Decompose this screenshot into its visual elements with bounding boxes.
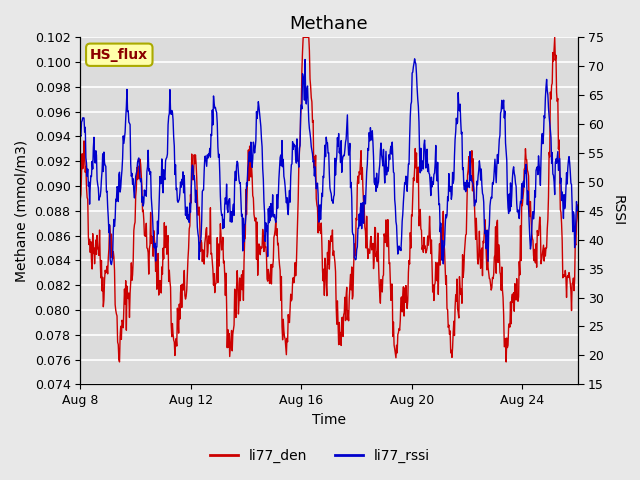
- Title: Methane: Methane: [290, 15, 369, 33]
- Y-axis label: RSSI: RSSI: [611, 195, 625, 227]
- Y-axis label: Methane (mmol/m3): Methane (mmol/m3): [15, 140, 29, 282]
- X-axis label: Time: Time: [312, 413, 346, 427]
- Legend: li77_den, li77_rssi: li77_den, li77_rssi: [204, 443, 436, 468]
- Text: HS_flux: HS_flux: [90, 48, 148, 62]
